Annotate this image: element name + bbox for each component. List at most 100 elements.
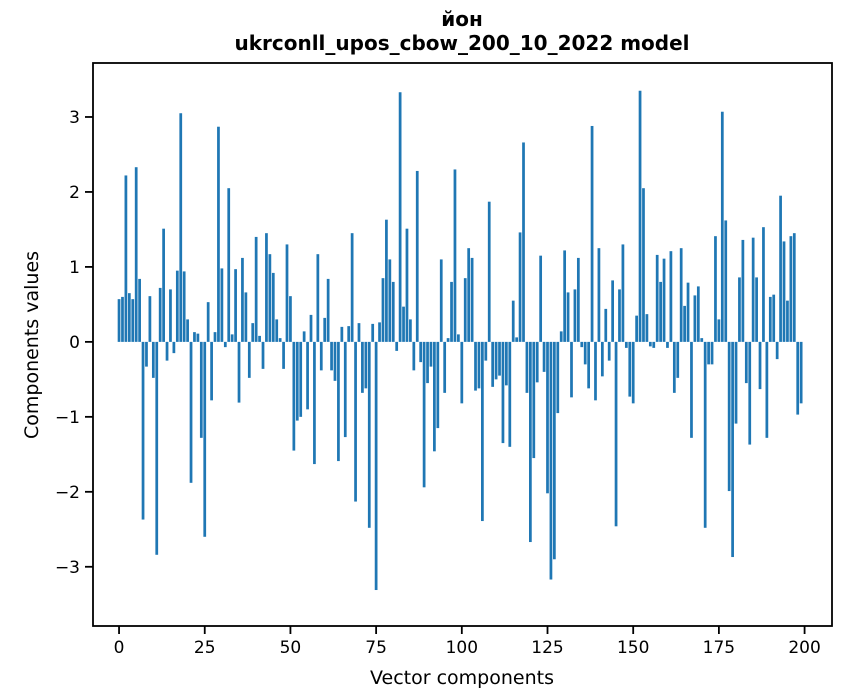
bar: [121, 296, 124, 342]
bar: [748, 341, 752, 445]
bar: [223, 341, 227, 348]
bar: [484, 341, 488, 361]
bar: [357, 323, 361, 342]
bar: [347, 326, 351, 342]
bar: [151, 341, 155, 378]
bar: [203, 341, 207, 537]
bar: [762, 227, 765, 342]
bar: [302, 331, 306, 342]
bar: [261, 341, 265, 369]
bar: [635, 315, 638, 342]
bar: [566, 292, 570, 342]
bar: [532, 341, 536, 459]
bar: [457, 334, 460, 342]
bar: [162, 228, 165, 342]
bar: [196, 333, 200, 342]
x-tick-label: 0: [114, 638, 125, 658]
bar: [134, 167, 138, 342]
bar: [364, 341, 368, 389]
bar: [614, 341, 618, 527]
bar: [155, 341, 159, 555]
bar: [768, 296, 772, 342]
y-tick-label: 0: [69, 333, 80, 353]
bar: [234, 269, 237, 342]
bar: [487, 201, 491, 342]
bar: [628, 341, 632, 397]
x-tick-label: 75: [365, 638, 387, 658]
bar: [127, 293, 131, 342]
bar: [265, 233, 268, 342]
bar: [789, 236, 793, 342]
bar: [559, 331, 563, 342]
bar: [446, 338, 450, 342]
bar: [460, 341, 464, 404]
x-tick-label: 150: [617, 638, 649, 658]
bar: [309, 314, 313, 342]
bar: [378, 322, 381, 342]
bar: [655, 254, 659, 342]
bar: [247, 341, 251, 378]
bar: [388, 259, 392, 342]
bar: [597, 248, 601, 342]
bar: [576, 257, 580, 342]
bar: [676, 341, 680, 378]
bar: [751, 237, 755, 342]
bar: [731, 341, 734, 558]
bar: [772, 294, 776, 342]
bar: [645, 314, 649, 342]
bar: [738, 277, 741, 342]
bar: [131, 299, 135, 342]
bar: [268, 254, 272, 342]
bar: [477, 341, 481, 389]
bar: [206, 302, 210, 342]
bar: [367, 341, 371, 528]
y-tick-label: 2: [69, 183, 80, 203]
y-tick-label: 1: [69, 258, 80, 278]
bar: [186, 319, 189, 342]
bar: [210, 341, 213, 401]
bar: [402, 306, 405, 342]
bar: [193, 332, 196, 342]
bar: [501, 341, 505, 444]
bar: [429, 341, 433, 367]
x-tick-label: 100: [446, 638, 478, 658]
bar: [782, 241, 786, 342]
bar: [326, 278, 330, 342]
bar: [539, 255, 543, 342]
bar: [556, 341, 560, 414]
bar: [409, 319, 412, 342]
bar: [323, 317, 327, 342]
x-tick-label: 200: [788, 638, 820, 658]
bar: [505, 341, 508, 386]
bar: [714, 236, 717, 342]
bar: [282, 341, 285, 369]
x-axis-label: Vector components: [370, 667, 554, 689]
bar: [230, 334, 234, 342]
bar: [590, 125, 594, 342]
bar: [165, 341, 169, 361]
bar: [254, 236, 258, 342]
bar: [271, 272, 275, 342]
bar: [138, 278, 141, 342]
bar: [350, 233, 354, 342]
bar: [395, 341, 399, 351]
bar: [707, 341, 710, 365]
bar: [470, 257, 474, 342]
bar: [604, 308, 608, 342]
bar: [422, 341, 426, 488]
bar: [611, 280, 614, 342]
bar: [474, 341, 477, 391]
bar: [436, 341, 440, 429]
bar: [316, 254, 320, 342]
bar: [439, 259, 443, 342]
bar: [299, 341, 303, 417]
bar: [491, 341, 495, 387]
bar: [258, 335, 261, 342]
y-axis-label: Components values: [21, 251, 43, 439]
bar: [710, 341, 714, 365]
bar: [426, 341, 429, 384]
bar: [727, 341, 731, 492]
bar: [587, 341, 591, 389]
bar: [371, 323, 375, 342]
bar: [779, 195, 782, 342]
